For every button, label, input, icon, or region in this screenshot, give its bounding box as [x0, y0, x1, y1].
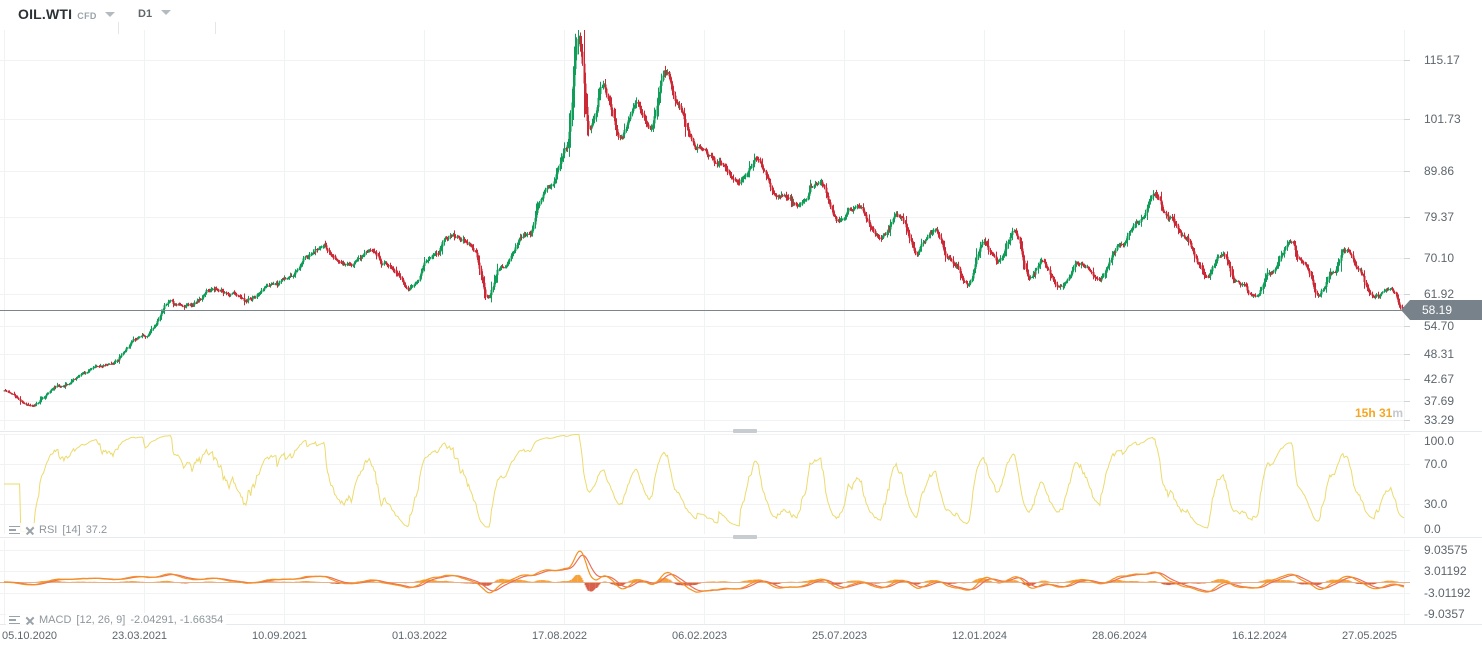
macd-legend[interactable]: MACD [12, 26, 9] -2.04291, -1.66354 [6, 613, 227, 627]
bar-countdown: 15h 31m [1355, 406, 1403, 420]
macd-axis-label: 9.03575 [1424, 543, 1468, 558]
countdown-value: 15h 31 [1355, 406, 1393, 420]
close-icon[interactable] [25, 526, 35, 535]
timeframe-label: D1 [138, 8, 153, 20]
macd-legend-name: MACD [39, 614, 72, 626]
close-icon[interactable] [25, 616, 35, 625]
chevron-down-icon[interactable] [161, 9, 172, 15]
price-axis-label: 54.70 [1424, 318, 1455, 333]
price-axis-label: 70.10 [1424, 251, 1455, 266]
rsi-axis-label: 0.0 [1424, 522, 1441, 536]
macd-panel[interactable] [0, 540, 1410, 624]
price-axis-label: 42.67 [1424, 371, 1455, 386]
price-axis-label: 37.69 [1424, 393, 1455, 408]
time-axis-label: 16.12.2024 [1232, 630, 1288, 642]
price-axis-label: 89.86 [1424, 164, 1455, 179]
rsi-axis-label: 70.0 [1424, 457, 1448, 471]
time-axis-label: 25.07.2023 [812, 630, 868, 642]
rsi-axis-label: 100.0 [1424, 434, 1455, 448]
macd-axis-label: -3.01192 [1424, 585, 1471, 600]
rsi-legend-value: 37.2 [85, 524, 108, 536]
rsi-axis-label: 30.0 [1424, 497, 1448, 511]
countdown-unit: m [1392, 406, 1404, 420]
time-axis-label: 27.05.2025 [1342, 630, 1398, 642]
price-panel[interactable] [0, 30, 1410, 430]
toolbar-divider [118, 22, 119, 34]
macd-axis-label: 3.01192 [1424, 564, 1467, 579]
macd-legend-params: [12, 26, 9] [76, 614, 126, 626]
macd-axis-label: -9.0357 [1424, 606, 1465, 621]
price-axis-label: 61.92 [1424, 287, 1455, 302]
price-axis-label: 115.17 [1424, 53, 1460, 68]
price-axis-label: 79.37 [1424, 210, 1455, 225]
indicator-settings-icon[interactable] [9, 525, 20, 535]
rsi-legend-params: [14] [62, 524, 81, 536]
current-price-value: 58.19 [1422, 303, 1453, 317]
symbol-selector[interactable]: OIL.WTI CFD [18, 6, 115, 22]
time-axis-label: 01.03.2022 [392, 630, 448, 642]
current-price-line [0, 310, 1410, 311]
rsi-axis[interactable]: 100.0 70.0 30.0 0.0 [1410, 434, 1482, 536]
top-toolbar: OIL.WTI CFD D1 [0, 0, 1482, 34]
time-axis-label: 17.08.2022 [532, 630, 588, 642]
time-axis-label: 10.09.2021 [252, 630, 308, 642]
panel-resize-grip[interactable] [733, 535, 757, 539]
toolbar-divider [215, 22, 216, 34]
current-price-badge: 58.19 [1401, 300, 1482, 320]
time-axis-label: 06.02.2023 [672, 630, 728, 642]
macd-legend-value: -2.04291, -1.66354 [130, 614, 224, 626]
time-axis-label: 12.01.2024 [952, 630, 1008, 642]
time-axis-label: 23.03.2021 [112, 630, 168, 642]
rsi-panel[interactable] [0, 434, 1410, 534]
symbol-name: OIL.WTI [18, 6, 73, 22]
chevron-down-icon[interactable] [104, 12, 115, 17]
time-axis[interactable]: 05.10.2020 23.03.2021 10.09.2021 01.03.2022… [0, 624, 1482, 651]
timeframe-selector[interactable]: D1 [138, 8, 172, 20]
price-axis-label: 33.29 [1424, 412, 1455, 427]
time-axis-label: 28.06.2024 [1092, 630, 1148, 642]
symbol-kind: CFD [77, 11, 97, 21]
price-axis-label: 48.31 [1424, 346, 1455, 361]
rsi-legend-name: RSI [39, 524, 58, 536]
indicator-settings-icon[interactable] [9, 615, 20, 625]
macd-axis[interactable]: 9.03575 3.01192 -3.01192 -9.0357 [1410, 540, 1482, 624]
price-badge-arrow-icon [1401, 300, 1410, 320]
time-axis-label: 05.10.2020 [2, 630, 58, 642]
price-axis-label: 101.73 [1424, 112, 1461, 127]
price-axis[interactable]: 115.17 101.73 89.86 79.37 70.10 61.92 54.70 48.… [1410, 30, 1482, 430]
rsi-legend[interactable]: RSI [14] 37.2 [6, 523, 111, 537]
panel-resize-grip[interactable] [733, 429, 757, 433]
